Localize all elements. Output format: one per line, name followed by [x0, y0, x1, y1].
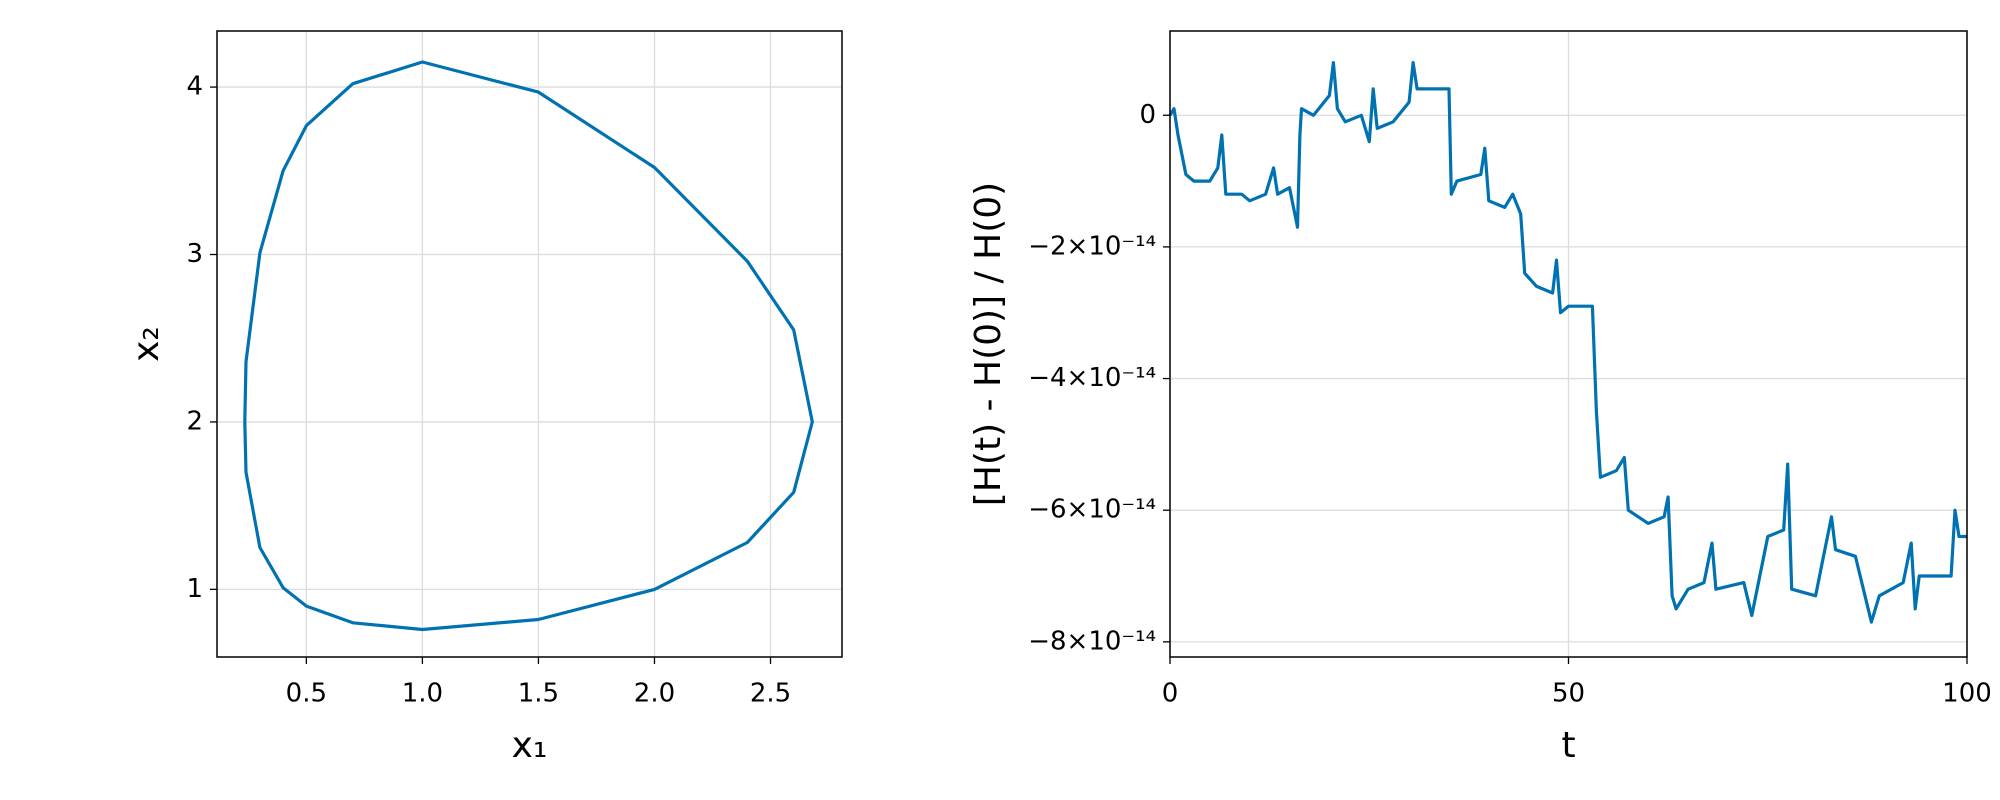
- data-line: [243, 60, 814, 632]
- data-line: [1168, 61, 1967, 624]
- x-tick-label: 0.5: [286, 679, 327, 709]
- axes-frame: [216, 30, 843, 658]
- y-tick-label: 2: [186, 406, 203, 436]
- y-tick-label: 0: [1139, 100, 1156, 130]
- x-tick-label: 1.5: [518, 679, 559, 709]
- y-tick-label: 3: [186, 239, 203, 269]
- y-axis-label: [H(t) - H(0)] / H(0): [968, 182, 1009, 506]
- y-axis-label: x₂: [126, 326, 167, 362]
- x-tick-label: 1.0: [402, 679, 443, 709]
- x-tick-label: 100: [1942, 679, 1992, 709]
- axes-frame: [1169, 30, 1968, 658]
- x-axis-label: t: [1561, 725, 1575, 766]
- y-tick-label: −4×10⁻¹⁴: [1028, 363, 1156, 393]
- x-tick-label: 2.5: [750, 679, 791, 709]
- y-tick-label: −6×10⁻¹⁴: [1028, 495, 1156, 525]
- x-tick-label: 2.0: [634, 679, 675, 709]
- x-tick-label: 0: [1162, 679, 1179, 709]
- y-tick-label: 4: [186, 72, 203, 102]
- y-tick-label: 1: [186, 574, 203, 604]
- x-axis-label: x₁: [512, 725, 548, 766]
- x-tick-label: 50: [1552, 679, 1585, 709]
- y-tick-label: −2×10⁻¹⁴: [1028, 231, 1156, 261]
- y-tick-label: −8×10⁻¹⁴: [1028, 626, 1156, 656]
